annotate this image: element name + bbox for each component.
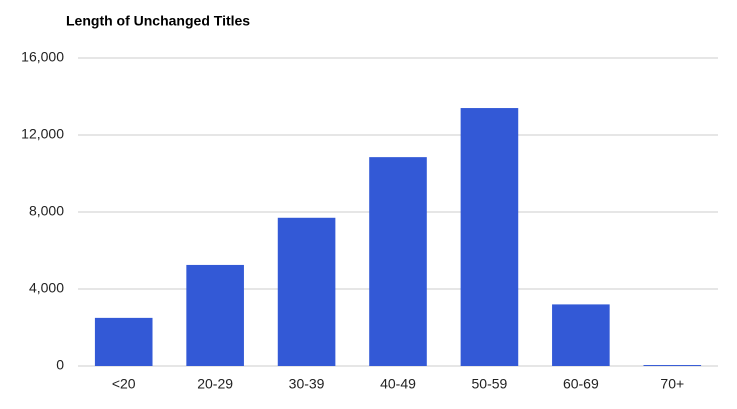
- y-tick-label: 12,000: [21, 126, 64, 142]
- bar: [369, 157, 427, 366]
- x-tick-label: 40-49: [380, 376, 416, 392]
- bar: [277, 217, 336, 366]
- bar: [460, 108, 519, 367]
- x-tick-label: 50-59: [472, 376, 508, 392]
- y-tick-label: 4,000: [29, 280, 64, 296]
- x-tick-label: 70+: [660, 376, 684, 392]
- chart-title: Length of Unchanged Titles: [66, 13, 250, 29]
- bar: [552, 304, 610, 366]
- x-tick-label: 20-29: [197, 376, 233, 392]
- y-tick-label: 0: [56, 357, 64, 373]
- bar: [94, 317, 153, 366]
- bar: [643, 365, 702, 366]
- x-tick-label: 60-69: [563, 376, 599, 392]
- x-tick-label: 30-39: [289, 376, 325, 392]
- y-tick-label: 8,000: [29, 203, 64, 219]
- x-tick-label: <20: [112, 376, 136, 392]
- y-tick-label: 16,000: [21, 49, 64, 65]
- bar: [186, 264, 244, 366]
